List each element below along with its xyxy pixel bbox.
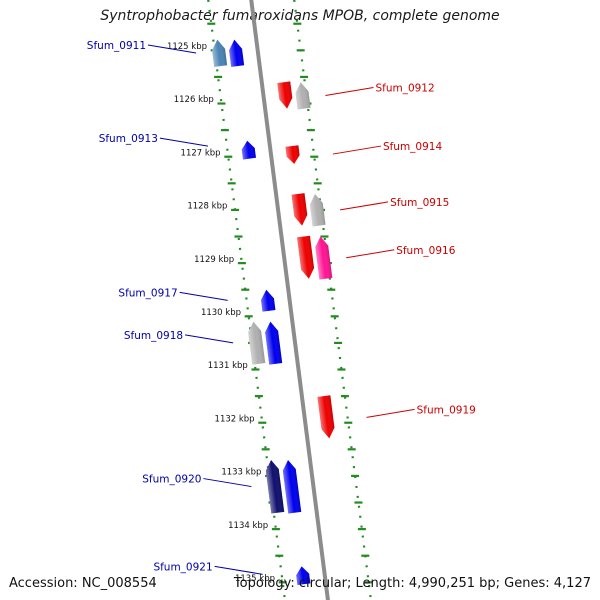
gene-label-leader bbox=[159, 137, 209, 147]
gene-arrow-sfum-0913[interactable] bbox=[241, 140, 256, 160]
gene-label-leader bbox=[332, 145, 382, 155]
gene-arrow-sfum-0915[interactable] bbox=[291, 193, 309, 226]
gene-label[interactable]: Sfum_0917 bbox=[118, 287, 177, 299]
tick-label: 1131 kbp bbox=[208, 361, 248, 371]
gene-arrow-sfum-0918[interactable] bbox=[264, 321, 283, 365]
accession-text: Accession: NC_008554 bbox=[9, 576, 157, 591]
gene-arrow-sfum-0916[interactable] bbox=[297, 235, 315, 280]
tick-label: 1132 kbp bbox=[215, 414, 255, 424]
gene-label-leader bbox=[366, 408, 415, 418]
tick-labels: 1125 kbp 1126 kbp 1127 kbp 1128 kbp 1129 kbp… bbox=[167, 42, 275, 584]
tick-label: 1133 kbp bbox=[221, 468, 261, 478]
gene-label-leader bbox=[203, 478, 252, 488]
gene-arrow-sfum-0921[interactable] bbox=[295, 566, 311, 586]
tick-track-right bbox=[293, 0, 373, 600]
genome-title: Syntrophobacter fumaroxidans MPOB, compl… bbox=[100, 8, 500, 24]
gene-companion-arrow[interactable] bbox=[247, 321, 266, 365]
gene-label[interactable]: Sfum_0914 bbox=[383, 141, 443, 153]
tick-label: 1127 kbp bbox=[181, 148, 221, 158]
gene-label-leader bbox=[179, 291, 228, 301]
gene-label[interactable]: Sfum_0921 bbox=[153, 561, 212, 573]
gene-label[interactable]: Sfum_0915 bbox=[390, 197, 449, 209]
gene-arrow-sfum-0912[interactable] bbox=[277, 81, 293, 109]
gene-label[interactable]: Sfum_0918 bbox=[124, 330, 183, 342]
gene-companion-arrow[interactable] bbox=[294, 81, 311, 110]
gene-label-leader bbox=[325, 87, 374, 97]
gene-arrow-sfum-0920[interactable] bbox=[282, 459, 302, 514]
backbone-layer bbox=[249, 0, 330, 600]
gene-label[interactable]: Sfum_0912 bbox=[375, 83, 434, 95]
gene-label[interactable]: Sfum_0919 bbox=[417, 404, 476, 416]
gene-labels: Sfum_0911 Sfum_0912 Sfum_0913 Sfum_0914 Sfum… bbox=[87, 40, 476, 575]
gene-label-leader bbox=[339, 201, 389, 211]
gene-arrow-sfum-0914[interactable] bbox=[285, 145, 300, 165]
gene-companion-arrow[interactable] bbox=[211, 39, 228, 67]
gene-label[interactable]: Sfum_0913 bbox=[99, 133, 158, 145]
gene-companion-arrow[interactable] bbox=[265, 459, 285, 514]
gene-arrow-sfum-0911[interactable] bbox=[228, 39, 245, 67]
genome-stats-text: Topology: circular; Length: 4,990,251 bp… bbox=[233, 576, 591, 591]
gene-label-leader bbox=[184, 334, 234, 344]
tick-label: 1130 kbp bbox=[201, 308, 241, 318]
gene-arrow-sfum-0919[interactable] bbox=[317, 395, 335, 439]
tick-label: 1126 kbp bbox=[174, 95, 214, 105]
tick-label: 1135 kbp bbox=[235, 574, 275, 584]
gene-label-leader bbox=[346, 249, 395, 259]
tick-label: 1128 kbp bbox=[187, 202, 227, 212]
tick-label: 1134 kbp bbox=[228, 521, 268, 531]
gene-label[interactable]: Sfum_0920 bbox=[142, 474, 201, 486]
gene-label[interactable]: Sfum_0916 bbox=[396, 245, 456, 257]
genome-backbone bbox=[249, 0, 330, 600]
gene-companion-arrow[interactable] bbox=[314, 236, 333, 280]
genes-layer bbox=[211, 39, 335, 586]
gene-label-leader bbox=[147, 44, 197, 54]
gene-label[interactable]: Sfum_0911 bbox=[87, 40, 146, 52]
gene-label-leader bbox=[214, 565, 263, 575]
tick-label: 1129 kbp bbox=[194, 255, 234, 265]
gene-arrow-sfum-0917[interactable] bbox=[260, 289, 276, 312]
gene-companion-arrow[interactable] bbox=[309, 193, 326, 227]
tick-label: 1125 kbp bbox=[167, 42, 207, 52]
